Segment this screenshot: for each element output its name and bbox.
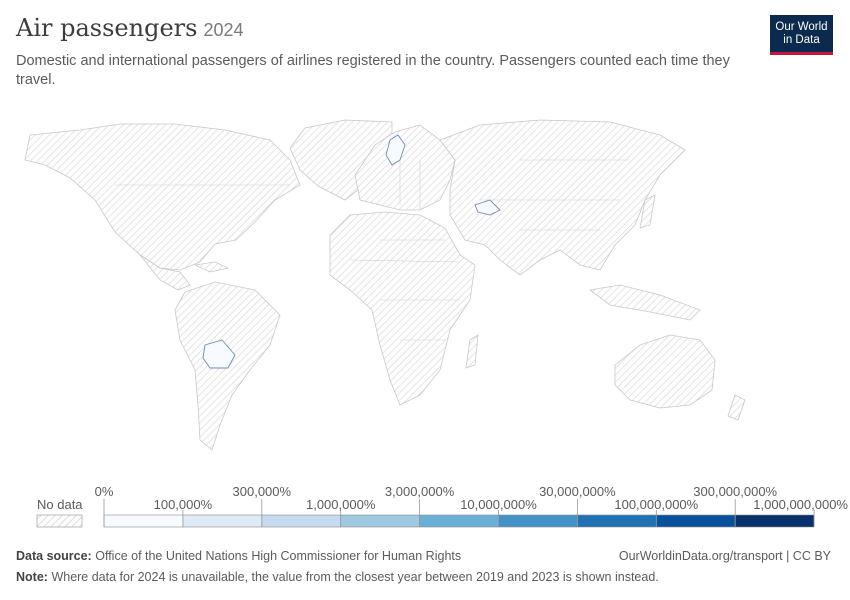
region-central-america[interactable]	[139, 254, 191, 291]
legend-upper-label-1: 300,000%	[233, 484, 292, 499]
legend-no-data-swatch	[36, 514, 83, 528]
color-legend: No data 0% 300,000% 3,000,000% 30,000,000% 3…	[36, 484, 849, 528]
countries-with-data[interactable]	[202, 134, 501, 369]
source-label: Data source:	[16, 549, 92, 563]
legend-upper-label-2: 3,000,000%	[385, 484, 455, 499]
legend-lower-label-4: 1,000,000,000%	[753, 497, 848, 512]
legend-upper-label-0: 0%	[95, 484, 114, 499]
region-maritime-southeast-asia[interactable]	[589, 284, 701, 321]
legend-bin-4[interactable]	[419, 514, 499, 528]
footer-link[interactable]: OurWorldinData.org/transport | CC BY	[618, 549, 831, 563]
region-europe[interactable]	[354, 124, 456, 211]
legend-no-data[interactable]: No data	[36, 497, 83, 528]
legend-lower-labels: 100,000% 1,000,000% 10,000,000% 100,000,000…	[154, 497, 849, 512]
source-line: Data source: Office of the United Nation…	[16, 549, 461, 563]
chart-title-row: Air passengers 2024	[16, 14, 243, 42]
countries-no-data[interactable]	[24, 119, 746, 451]
legend-bin-8[interactable]	[734, 514, 815, 528]
country-new-zealand[interactable]	[727, 394, 746, 421]
world-map[interactable]	[0, 100, 850, 470]
legend-bin-5[interactable]	[498, 514, 578, 528]
chart-subtitle: Domestic and international passengers of…	[16, 53, 730, 88]
note-text: Where data for 2024 is unavailable, the …	[51, 570, 659, 584]
legend-tick-lines	[103, 499, 815, 527]
country-bolivia[interactable]	[202, 339, 236, 369]
legend-bin-6[interactable]	[577, 514, 657, 528]
logo-line-2: in Data	[783, 33, 820, 46]
legend-bin-2[interactable]	[261, 514, 341, 528]
country-borders	[115, 150, 630, 341]
legend-bin-0[interactable]	[103, 514, 184, 528]
legend-upper-label-4: 300,000,000%	[693, 484, 777, 499]
note-label: Note:	[16, 570, 48, 584]
owid-logo[interactable]: Our World in Data	[770, 15, 833, 55]
legend-upper-label-3: 30,000,000%	[539, 484, 616, 499]
legend-bin-3[interactable]	[340, 514, 420, 528]
chart-year: 2024	[203, 20, 244, 40]
legend-lower-label-2: 10,000,000%	[460, 497, 537, 512]
legend-lower-label-1: 1,000,000%	[306, 497, 376, 512]
region-caribbean[interactable]	[193, 261, 230, 273]
region-north-america[interactable]	[24, 123, 301, 271]
country-madagascar[interactable]	[465, 334, 479, 369]
region-africa[interactable]	[329, 211, 476, 406]
country-australia[interactable]	[614, 334, 716, 409]
legend-lower-label-0: 100,000%	[154, 497, 213, 512]
chart-title: Air passengers	[16, 14, 198, 42]
legend-lower-label-3: 100,000,000%	[614, 497, 698, 512]
legend-bin-7[interactable]	[655, 514, 736, 528]
legend-upper-labels: 0% 300,000% 3,000,000% 30,000,000% 300,000,0…	[95, 484, 778, 499]
country-sweden[interactable]	[385, 134, 406, 166]
legend-bins[interactable]	[103, 514, 815, 528]
region-asia[interactable]	[439, 119, 686, 276]
source-text: Office of the United Nations High Commis…	[95, 549, 462, 563]
legend-no-data-label: No data	[37, 497, 83, 512]
note-line: Note: Where data for 2024 is unavailable…	[16, 570, 659, 584]
logo-line-1: Our World	[775, 20, 828, 33]
country-japan[interactable]	[639, 194, 656, 229]
legend-bin-1[interactable]	[182, 514, 263, 528]
country-azerbaijan[interactable]	[474, 199, 501, 216]
